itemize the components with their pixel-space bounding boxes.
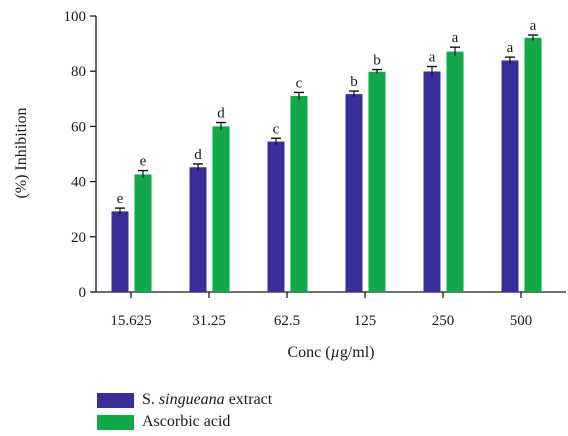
significance-letter: e: [140, 154, 147, 170]
significance-letter: b: [373, 53, 381, 69]
significance-letter: a: [429, 50, 436, 66]
x-tick-label: 62.5: [274, 313, 300, 329]
bar: [446, 51, 464, 292]
legend-label-extract: S. singueana extract: [142, 391, 273, 408]
significance-letter: c: [296, 75, 303, 91]
significance-letter: a: [452, 30, 459, 46]
bar: [212, 126, 230, 293]
x-axis-title: Conc (µg/ml): [288, 344, 375, 361]
legend-item-ascorbic: Ascorbic acid: [97, 411, 272, 433]
significance-letter: d: [217, 106, 225, 122]
bar: [189, 167, 207, 292]
significance-letter: a: [530, 18, 537, 34]
legend-item-extract: S. singueana extract: [97, 389, 272, 411]
x-tick-label: 125: [354, 313, 377, 329]
bar: [267, 141, 285, 292]
bar: [134, 174, 152, 292]
labels: 0 20 40 60 80 100 15.625 31.25 62.5 125 250 500 e d c b…: [64, 9, 537, 329]
bar: [290, 96, 308, 292]
bar: [423, 71, 441, 292]
x-tick-label: 15.625: [110, 313, 151, 329]
bar: [524, 37, 542, 292]
y-tick-label: 0: [79, 285, 87, 301]
legend: S. singueana extract Ascorbic acid: [97, 389, 272, 433]
y-tick-label: 60: [71, 119, 86, 135]
legend-label-ascorbic: Ascorbic acid: [142, 413, 231, 430]
significance-letter: c: [273, 121, 280, 137]
y-tick-label: 80: [71, 64, 86, 80]
x-tick-label: 500: [510, 313, 533, 329]
y-tick-label: 20: [71, 230, 86, 246]
significance-letter: a: [507, 40, 514, 56]
x-tick-label: 250: [432, 313, 455, 329]
legend-swatch-ascorbic: [97, 414, 134, 430]
bar: [345, 94, 363, 292]
significance-letter: e: [117, 191, 124, 207]
bar: [368, 71, 386, 292]
bars: [111, 34, 542, 293]
y-axis-title: (%) Inhibition: [13, 107, 30, 198]
axes: [90, 15, 566, 298]
y-tick-label: 40: [71, 175, 86, 191]
legend-swatch-extract: [97, 392, 134, 408]
y-tick-label: 100: [64, 9, 87, 25]
bar: [501, 60, 519, 292]
bar: [111, 211, 129, 292]
x-tick-label: 31.25: [192, 313, 226, 329]
significance-letter: b: [350, 74, 358, 90]
significance-letter: d: [194, 147, 202, 163]
